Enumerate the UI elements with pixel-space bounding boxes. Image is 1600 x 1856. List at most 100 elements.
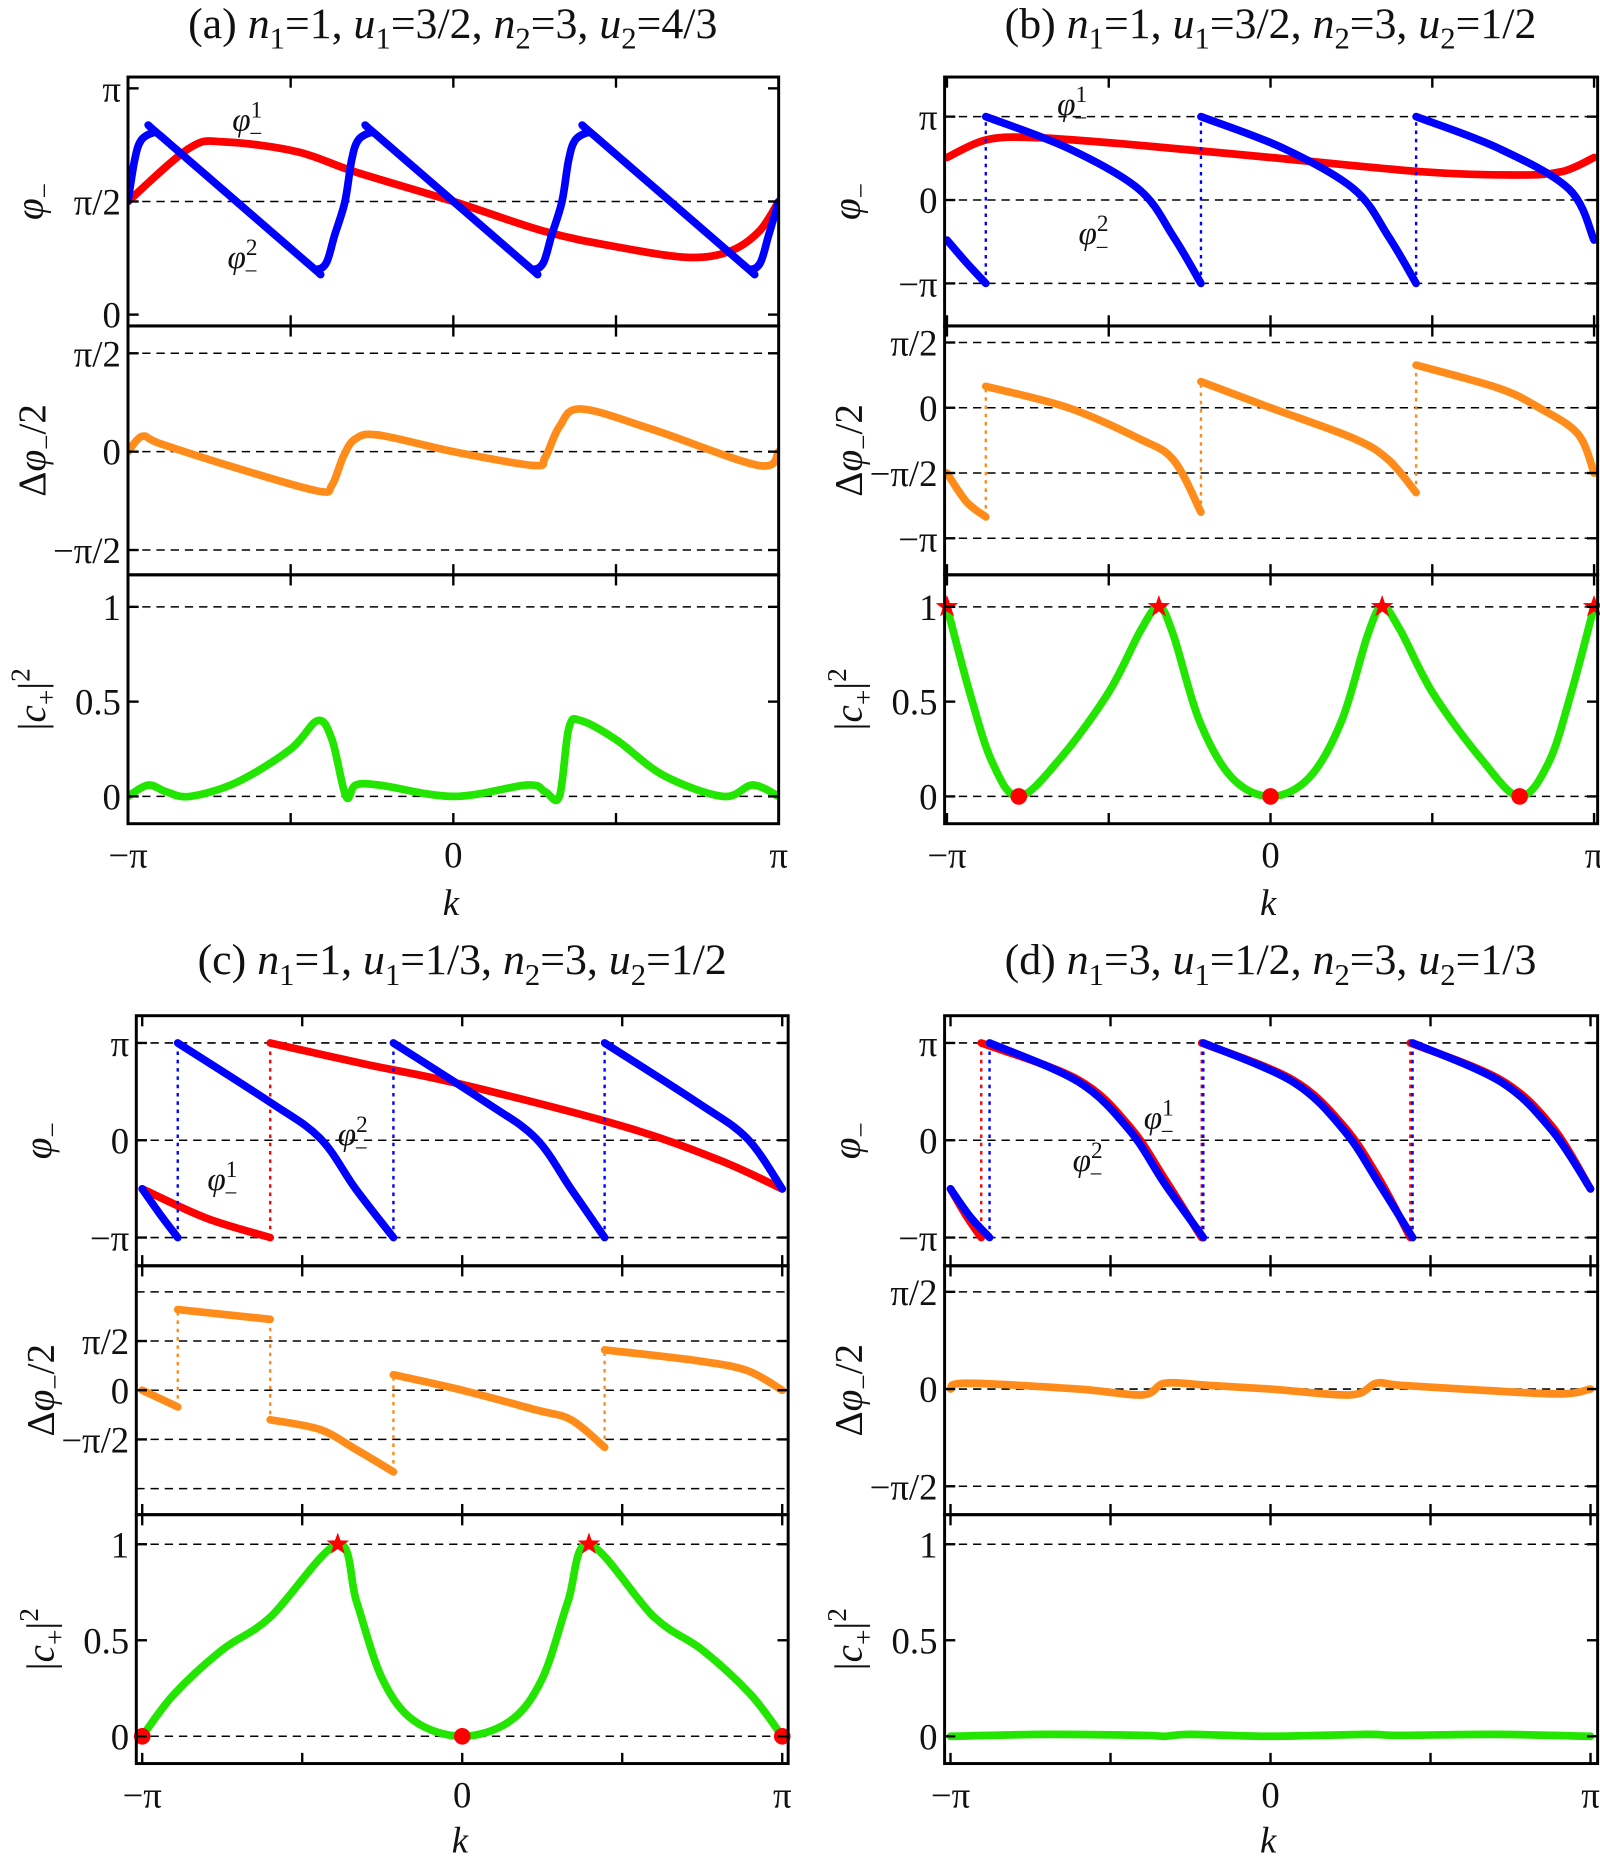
text-part: φ [828, 1390, 871, 1412]
text-part: φ [232, 101, 250, 138]
text-part: /2 [19, 1344, 62, 1374]
text-part: c [19, 1645, 62, 1662]
y-axis-label: Δφ−/2 [828, 404, 879, 497]
text-part: 2 [1091, 1138, 1103, 1164]
y-tick-label: 0.5 [892, 1620, 938, 1661]
text-part: =1/2 [1456, 0, 1537, 48]
text-part: (d) [1005, 936, 1067, 984]
text-part: − [29, 183, 59, 198]
plot-area [944, 602, 1598, 801]
text-part: − [249, 121, 262, 147]
text-part: =1, [294, 936, 363, 984]
text-part: | [19, 1662, 62, 1670]
plot-area [138, 1540, 787, 1741]
text-part: =4/3 [637, 0, 718, 48]
y-axis-label: φ− [9, 183, 60, 220]
y-tick-label: 0.5 [892, 682, 938, 723]
annotation-phi1: φ1− [1144, 1095, 1174, 1145]
text-part: n [494, 0, 516, 48]
y-tick-label: 0 [919, 776, 937, 817]
x-tick-label: −π [123, 1774, 162, 1815]
text-part: + [848, 690, 878, 705]
y-tick-label: π/2 [890, 1272, 937, 1313]
text-part: n [257, 936, 279, 984]
plot-area [946, 1378, 1595, 1399]
series-line-dphi [173, 1305, 275, 1324]
text-part: | [11, 682, 54, 690]
text-part: n [1067, 936, 1089, 984]
series-line-phi2 [944, 236, 990, 288]
text-part: /2 [828, 1344, 871, 1374]
text-part: − [846, 1122, 876, 1137]
text-part: | [828, 682, 871, 690]
panel-title: (b) n1=1, u1=3/2, n2=3, u2=1/2 [1005, 0, 1537, 56]
y-tick-label: π [102, 68, 121, 109]
series-line-dphi [266, 1415, 398, 1476]
text-part: | [828, 1622, 871, 1630]
text-part: 1 [1089, 22, 1104, 56]
text-part: 1 [1194, 958, 1209, 992]
annotation-phi1: φ1− [207, 1157, 237, 1207]
y-tick-label: −π/2 [53, 530, 121, 571]
text-part: Δ [11, 472, 54, 497]
series-line-c2 [128, 714, 779, 805]
subplot-2: π/2 0 −π/2Δφ−/2 [19, 1264, 790, 1517]
text-part: /2 [828, 404, 871, 434]
plot-area [946, 1039, 1595, 1242]
y-tick-label: 0 [111, 1716, 129, 1757]
subplot-1: π0−πφ−φ1−φ2− [825, 1014, 1600, 1268]
text-part: 2 [621, 22, 636, 56]
annotation-phi1: φ1− [232, 97, 262, 147]
y-axis-label: φ− [825, 183, 876, 220]
x-tick-label: 0 [444, 835, 462, 876]
x-tick-label: π [769, 835, 788, 876]
y-tick-label: −π/2 [870, 1466, 938, 1507]
series-line-dphi [600, 1346, 787, 1395]
y-tick-label: 0 [919, 1120, 937, 1161]
text-part: =1/2 [646, 936, 727, 984]
text-part: 2 [525, 958, 540, 992]
text-part: =3, [1350, 0, 1419, 48]
y-tick-label: 0 [919, 388, 937, 429]
text-part: φ [825, 198, 868, 220]
y-tick-label: 1 [111, 1524, 129, 1565]
plot-area [128, 405, 779, 496]
text-part: φ [1073, 1142, 1091, 1179]
y-tick-label: −π [898, 518, 937, 559]
y-tick-label: π [919, 97, 938, 138]
text-part: u [354, 0, 376, 48]
x-axis-label: k [443, 882, 460, 923]
x-tick-label: π [1581, 1774, 1600, 1815]
panel-a: (a) n1=1, u1=3/2, n2=3, u2=4/3ππ/20φ−φ1−… [6, 0, 788, 923]
text-part: =3/2, [391, 0, 494, 48]
series-line-dphi [1197, 377, 1420, 497]
text-part: − [38, 1122, 68, 1137]
y-tick-label: π/2 [74, 333, 121, 374]
text-part: =1/3, [400, 936, 503, 984]
y-tick-label: 0 [103, 776, 121, 817]
y-axis-label: |c+|2 [822, 1608, 878, 1670]
text-part: 1 [385, 958, 400, 992]
text-part: =1, [285, 0, 354, 48]
text-part: n [248, 0, 270, 48]
y-tick-label: π/2 [82, 1321, 129, 1362]
text-part: | [828, 723, 871, 731]
x-tick-label: π [1585, 835, 1600, 876]
text-part: /2 [11, 404, 54, 434]
text-part: =1/2, [1210, 936, 1313, 984]
y-axis-label: |c+|2 [6, 668, 62, 730]
text-part: 2 [246, 235, 258, 261]
y-tick-label: 0 [111, 1120, 129, 1161]
series-line-dphi [128, 405, 779, 496]
text-part: 2 [822, 1608, 852, 1622]
text-part: | [828, 1662, 871, 1670]
text-part: 2 [1334, 958, 1349, 992]
y-tick-label: 0 [111, 1370, 129, 1411]
subplot-2: π/2 0 −π/2 −π Δφ−/2 [828, 323, 1600, 577]
text-part: − [848, 434, 878, 449]
text-part: n [1067, 0, 1089, 48]
text-part: φ [9, 198, 52, 220]
annotation-phi2: φ2− [228, 235, 258, 285]
text-part: 1 [1076, 82, 1088, 108]
